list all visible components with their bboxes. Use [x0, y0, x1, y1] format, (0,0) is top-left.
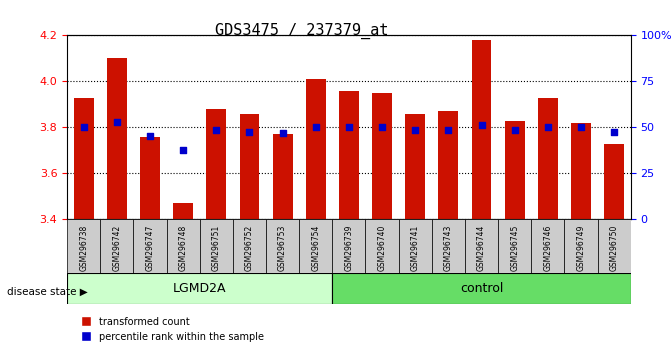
- FancyBboxPatch shape: [432, 219, 465, 276]
- Bar: [240, 114, 260, 219]
- Text: disease state ▶: disease state ▶: [7, 287, 87, 297]
- Text: LGMD2A: LGMD2A: [173, 282, 227, 295]
- Text: GSM296749: GSM296749: [576, 224, 586, 271]
- Text: GSM296753: GSM296753: [278, 224, 287, 271]
- Text: GSM296741: GSM296741: [411, 225, 420, 271]
- Point: [609, 129, 619, 135]
- FancyBboxPatch shape: [564, 219, 598, 276]
- Point: [277, 130, 288, 136]
- FancyBboxPatch shape: [200, 219, 233, 276]
- Bar: [306, 79, 325, 219]
- Point: [79, 125, 89, 130]
- Text: control: control: [460, 282, 503, 295]
- FancyBboxPatch shape: [465, 219, 498, 276]
- Bar: [107, 58, 127, 219]
- FancyBboxPatch shape: [233, 219, 266, 276]
- Bar: [405, 114, 425, 219]
- Bar: [472, 40, 491, 219]
- Point: [244, 129, 255, 135]
- Bar: [74, 97, 94, 219]
- Point: [410, 127, 421, 132]
- Point: [111, 120, 122, 125]
- Bar: [140, 137, 160, 219]
- Text: GSM296754: GSM296754: [311, 224, 320, 271]
- Bar: [173, 203, 193, 219]
- FancyBboxPatch shape: [332, 219, 366, 276]
- Point: [178, 148, 189, 153]
- Text: GSM296742: GSM296742: [112, 225, 121, 271]
- FancyBboxPatch shape: [332, 273, 631, 304]
- Bar: [571, 123, 591, 219]
- Point: [344, 125, 354, 130]
- Legend: transformed count, percentile rank within the sample: transformed count, percentile rank withi…: [72, 313, 268, 346]
- FancyBboxPatch shape: [134, 219, 166, 276]
- Text: GSM296750: GSM296750: [610, 224, 619, 271]
- FancyBboxPatch shape: [366, 219, 399, 276]
- Point: [376, 125, 387, 130]
- Point: [443, 127, 454, 132]
- Bar: [207, 109, 226, 219]
- Text: GSM296751: GSM296751: [212, 225, 221, 271]
- FancyBboxPatch shape: [299, 219, 332, 276]
- Text: GSM296745: GSM296745: [510, 224, 519, 271]
- FancyBboxPatch shape: [531, 219, 564, 276]
- FancyBboxPatch shape: [498, 219, 531, 276]
- Bar: [372, 93, 392, 219]
- Bar: [339, 91, 359, 219]
- Text: GDS3475 / 237379_at: GDS3475 / 237379_at: [215, 23, 389, 39]
- Text: GSM296740: GSM296740: [378, 224, 386, 271]
- Point: [476, 122, 487, 127]
- Point: [211, 127, 221, 132]
- FancyBboxPatch shape: [100, 219, 134, 276]
- FancyBboxPatch shape: [399, 219, 432, 276]
- Bar: [538, 97, 558, 219]
- Point: [542, 125, 553, 130]
- FancyBboxPatch shape: [266, 219, 299, 276]
- FancyBboxPatch shape: [598, 219, 631, 276]
- Text: GSM296748: GSM296748: [178, 225, 188, 271]
- Bar: [604, 143, 624, 219]
- Bar: [505, 120, 525, 219]
- Point: [576, 125, 586, 130]
- Text: GSM296747: GSM296747: [146, 224, 154, 271]
- FancyBboxPatch shape: [67, 273, 332, 304]
- Point: [311, 125, 321, 130]
- Text: GSM296738: GSM296738: [79, 225, 88, 271]
- Text: GSM296739: GSM296739: [344, 224, 354, 271]
- Point: [509, 127, 520, 132]
- Bar: [438, 111, 458, 219]
- Text: GSM296744: GSM296744: [477, 224, 486, 271]
- FancyBboxPatch shape: [67, 219, 100, 276]
- Point: [145, 133, 156, 139]
- Text: GSM296752: GSM296752: [245, 225, 254, 271]
- FancyBboxPatch shape: [166, 219, 200, 276]
- Text: GSM296743: GSM296743: [444, 224, 453, 271]
- Bar: [272, 134, 293, 219]
- Text: GSM296746: GSM296746: [544, 224, 552, 271]
